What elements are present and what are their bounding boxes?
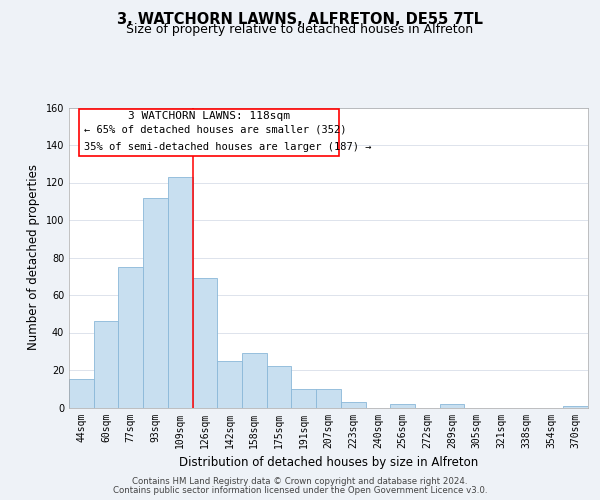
Bar [390, 404, 415, 407]
Text: ← 65% of detached houses are smaller (352): ← 65% of detached houses are smaller (35… [83, 125, 346, 135]
Bar [316, 389, 341, 407]
Bar [267, 366, 292, 408]
X-axis label: Distribution of detached houses by size in Alfreton: Distribution of detached houses by size … [179, 456, 478, 469]
Bar [168, 177, 193, 408]
Text: Contains HM Land Registry data © Crown copyright and database right 2024.: Contains HM Land Registry data © Crown c… [132, 477, 468, 486]
Bar [292, 389, 316, 407]
Text: Contains public sector information licensed under the Open Government Licence v3: Contains public sector information licen… [113, 486, 487, 495]
Bar [242, 353, 267, 408]
Bar [341, 402, 365, 407]
Bar [143, 198, 168, 408]
FancyBboxPatch shape [79, 109, 339, 156]
Bar [94, 322, 118, 408]
Bar [440, 404, 464, 407]
Bar [69, 380, 94, 407]
Bar [193, 278, 217, 407]
Bar [563, 406, 588, 407]
Text: Size of property relative to detached houses in Alfreton: Size of property relative to detached ho… [127, 24, 473, 36]
Text: 35% of semi-detached houses are larger (187) →: 35% of semi-detached houses are larger (… [83, 142, 371, 152]
Text: 3, WATCHORN LAWNS, ALFRETON, DE55 7TL: 3, WATCHORN LAWNS, ALFRETON, DE55 7TL [117, 12, 483, 28]
Bar [118, 267, 143, 408]
Text: 3 WATCHORN LAWNS: 118sqm: 3 WATCHORN LAWNS: 118sqm [128, 112, 290, 122]
Bar [217, 360, 242, 408]
Y-axis label: Number of detached properties: Number of detached properties [27, 164, 40, 350]
